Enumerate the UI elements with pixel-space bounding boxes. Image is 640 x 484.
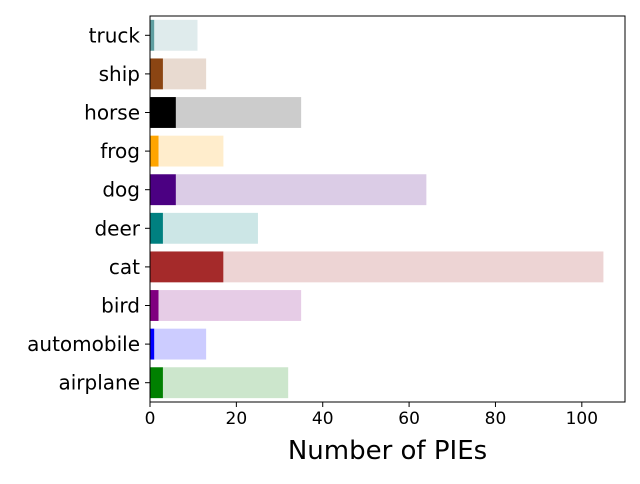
x-tick-label-0: 0 bbox=[145, 409, 156, 429]
bar-automobile-segment-2 bbox=[154, 328, 207, 360]
x-tick-label-20: 20 bbox=[226, 409, 248, 429]
y-tick-label-ship: ship bbox=[99, 62, 140, 86]
y-tick-label-deer: deer bbox=[94, 216, 140, 240]
x-tick-label-80: 80 bbox=[485, 409, 507, 429]
bar-ship-segment-1 bbox=[150, 58, 163, 90]
y-tick-label-horse: horse bbox=[84, 101, 140, 125]
bar-cat-segment-1 bbox=[150, 251, 224, 283]
x-axis: 0 20 40 60 80 100 bbox=[145, 402, 598, 429]
x-tick-label-60: 60 bbox=[398, 409, 420, 429]
bar-horse-segment-2 bbox=[175, 97, 302, 128]
bar-horse-segment-1 bbox=[150, 97, 176, 128]
y-tick-label-automobile: automobile bbox=[27, 332, 140, 356]
bar-airplane-segment-1 bbox=[150, 367, 163, 399]
bar-truck-segment-1 bbox=[150, 19, 155, 51]
y-tick-label-cat: cat bbox=[109, 255, 140, 279]
bar-bird-segment-2 bbox=[158, 290, 302, 321]
bar-cat-segment-2 bbox=[223, 251, 604, 283]
bar-bird-segment-1 bbox=[150, 290, 159, 321]
bar-airplane-segment-2 bbox=[162, 367, 289, 399]
y-tick-label-airplane: airplane bbox=[58, 371, 140, 395]
y-tick-label-bird: bird bbox=[101, 294, 140, 318]
plot-frame bbox=[149, 15, 626, 403]
bar-dog-segment-2 bbox=[175, 174, 427, 206]
bars-layer bbox=[150, 19, 604, 399]
y-tick-label-dog: dog bbox=[102, 178, 140, 202]
bar-ship-segment-2 bbox=[162, 58, 207, 90]
x-tick-label-100: 100 bbox=[566, 409, 598, 429]
bar-deer-segment-2 bbox=[162, 212, 258, 244]
y-tick-label-truck: truck bbox=[89, 23, 141, 47]
y-axis: airplane automobile bird cat deer dog frog hors… bbox=[27, 23, 150, 395]
y-tick-label-frog: frog bbox=[100, 139, 140, 163]
x-tick-label-40: 40 bbox=[312, 409, 334, 429]
bar-frog-segment-1 bbox=[150, 135, 159, 167]
bar-frog-segment-2 bbox=[158, 135, 224, 167]
bar-deer-segment-1 bbox=[150, 212, 163, 244]
bar-truck-segment-2 bbox=[154, 19, 198, 51]
bar-dog-segment-1 bbox=[150, 174, 176, 206]
x-axis-title: Number of PIEs bbox=[288, 436, 487, 466]
bar-automobile-segment-1 bbox=[150, 328, 155, 360]
